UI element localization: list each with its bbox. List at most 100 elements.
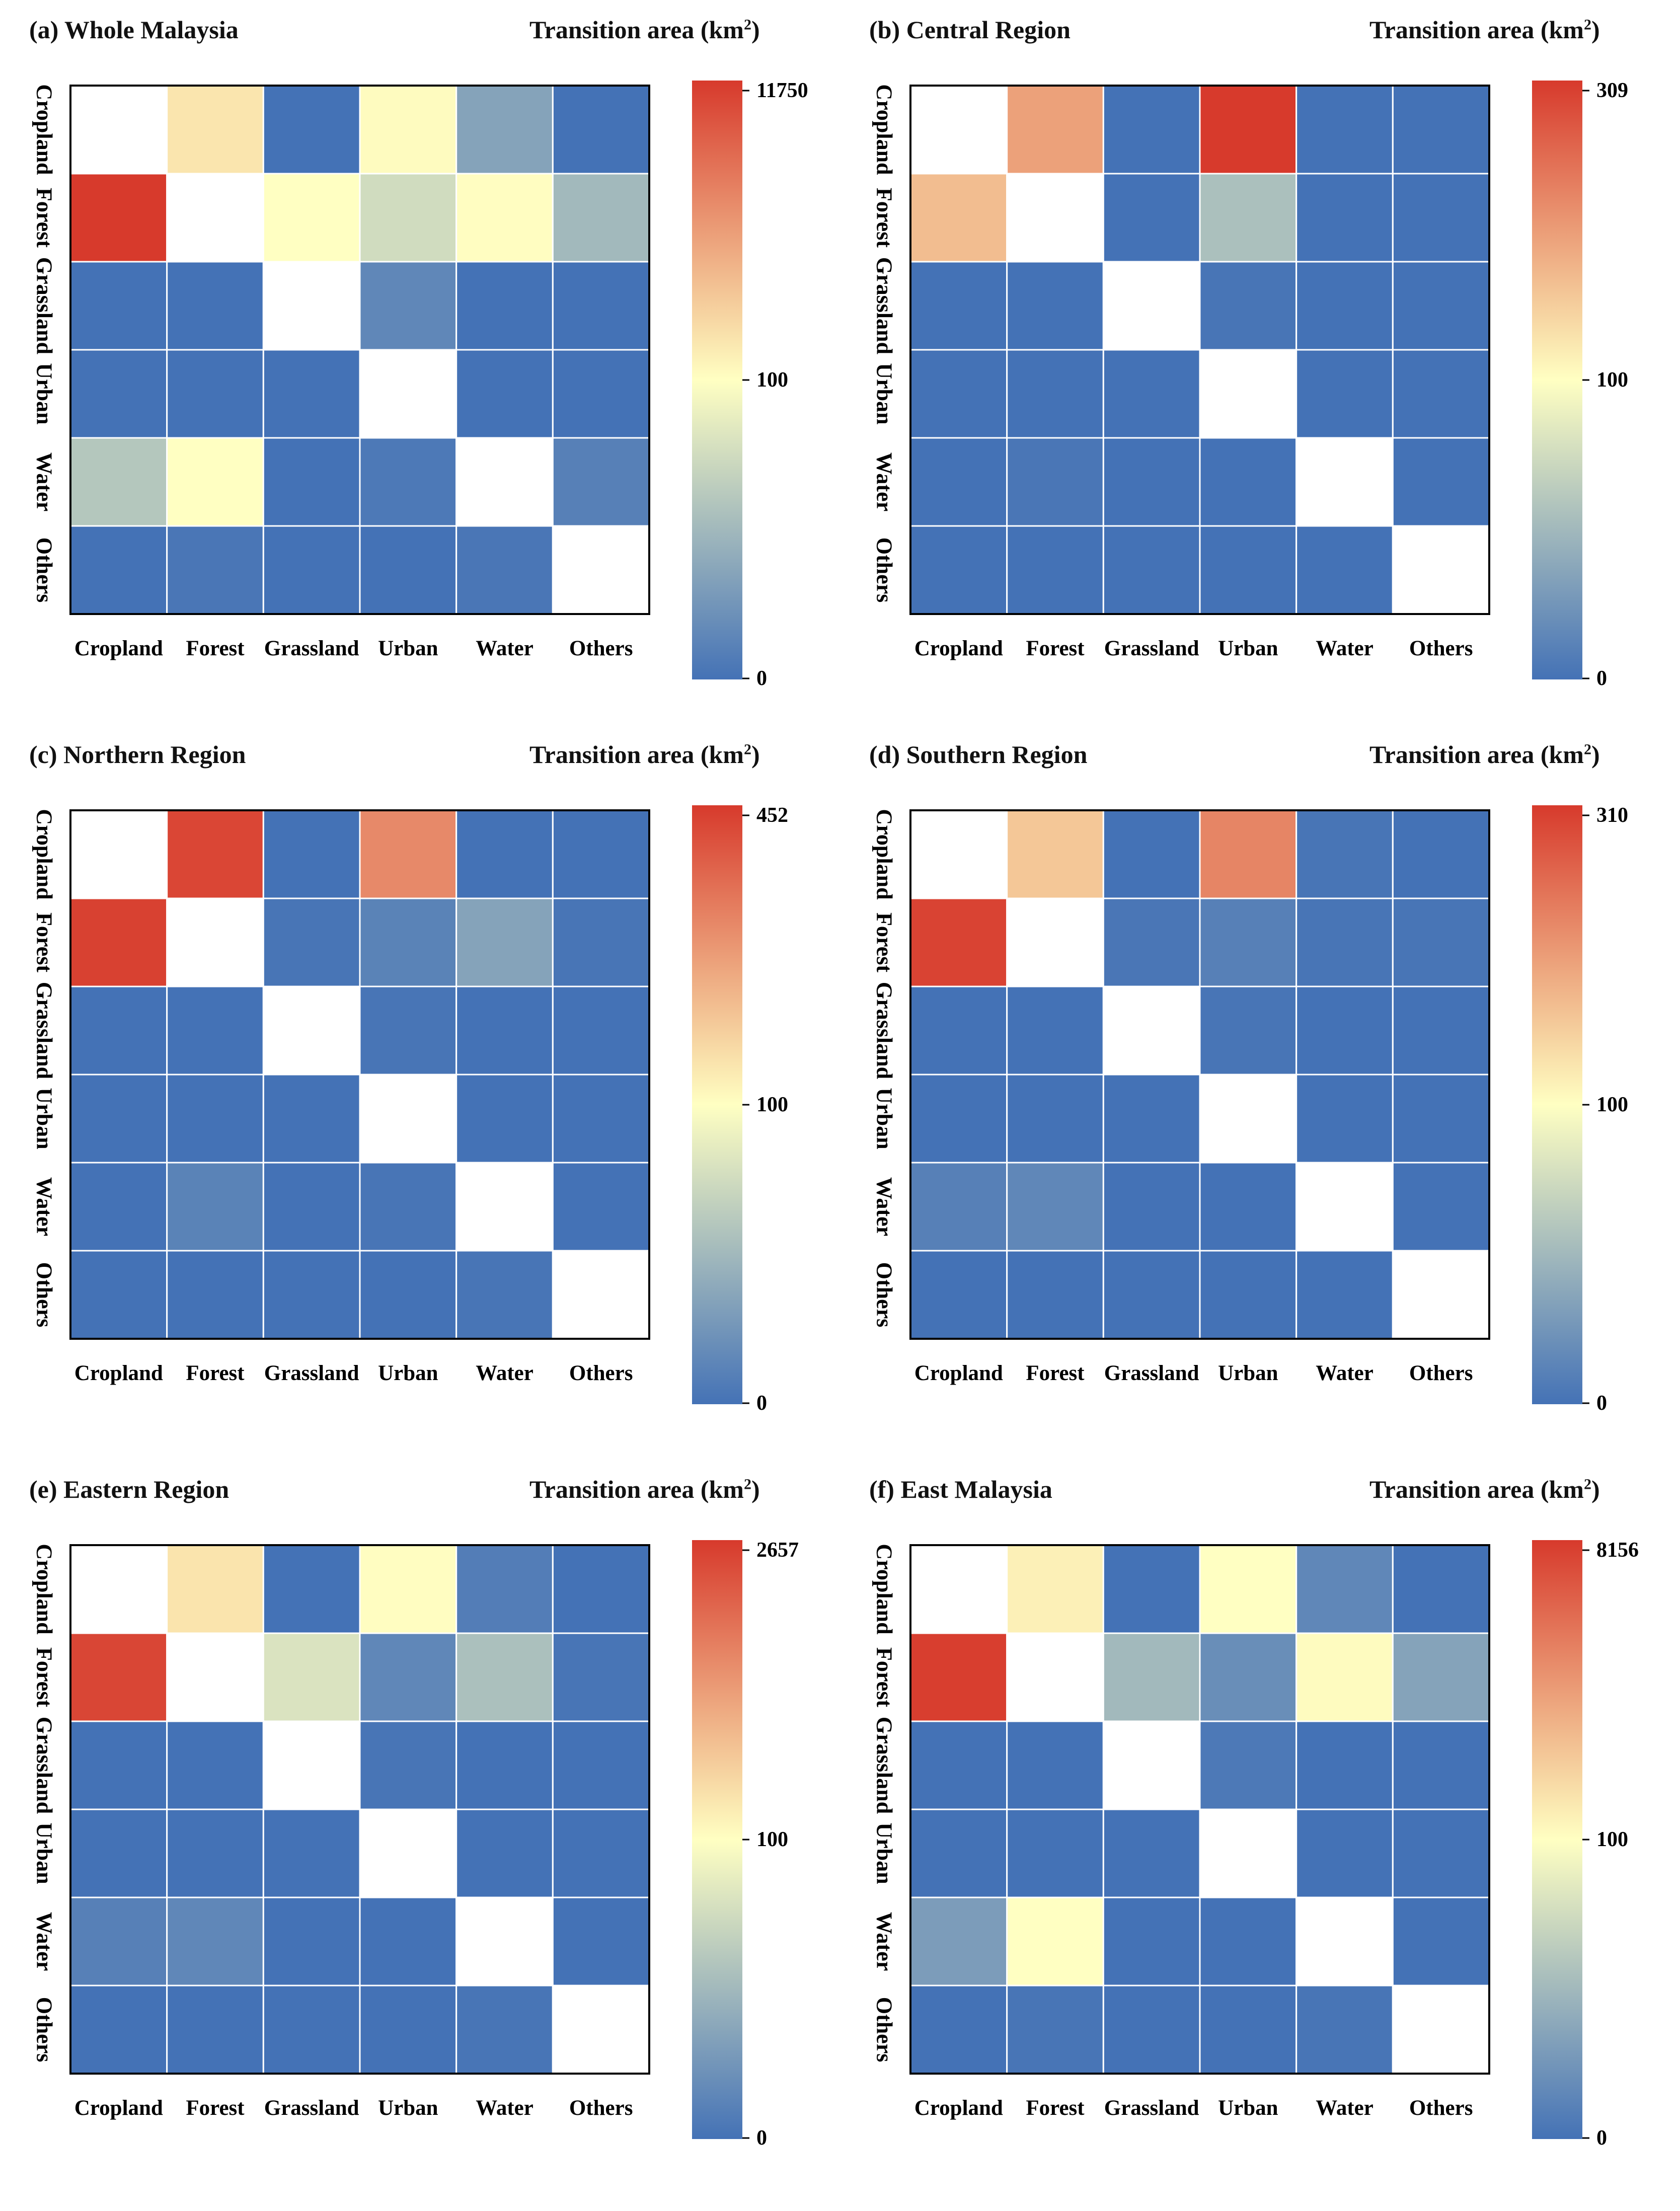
x-tick-label: Grassland bbox=[264, 1361, 359, 1385]
heatmap-cell-cropland-to-others bbox=[552, 1544, 650, 1634]
heatmap-cell-grassland-to-water bbox=[1295, 985, 1394, 1076]
x-tick-label: Urban bbox=[378, 2096, 438, 2120]
y-tick-label: Others bbox=[872, 538, 897, 603]
heatmap-cell-urban-to-others bbox=[552, 1074, 650, 1164]
heatmap-cell-forest-to-water bbox=[1295, 897, 1394, 987]
y-tick-label: Cropland bbox=[32, 84, 57, 175]
heatmap-cell-others-to-others bbox=[1392, 525, 1490, 615]
y-tick-label: Grassland bbox=[872, 1717, 897, 1814]
heatmap-cell-water-to-cropland bbox=[909, 1162, 1008, 1252]
heatmap-cell-others-to-cropland bbox=[69, 1985, 168, 2075]
heatmap-frame bbox=[909, 1544, 1490, 2075]
y-tick-label: Water bbox=[872, 1177, 897, 1236]
heatmap: Cropland Forest Grassland Urban Water Others C… bbox=[32, 1544, 650, 2120]
heatmap-cell-forest-to-water bbox=[455, 897, 554, 987]
heatmap-cell-water-to-water bbox=[1295, 1162, 1394, 1252]
heatmap-cell-forest-to-cropland bbox=[69, 173, 168, 263]
heatmap-cell-forest-to-urban bbox=[1199, 897, 1297, 987]
heatmap-cell-others-to-urban bbox=[359, 1250, 457, 1340]
heatmap-cell-cropland-to-others bbox=[552, 85, 650, 175]
x-tick-label: Others bbox=[1409, 1361, 1473, 1385]
heatmap-cell-forest-to-forest bbox=[1006, 897, 1104, 987]
heatmap-cell-grassland-to-forest bbox=[166, 261, 264, 351]
heatmap-cell-cropland-to-cropland bbox=[69, 809, 168, 899]
colorbar-tick-label: 0 bbox=[1596, 1392, 1607, 1415]
heatmap-cell-forest-to-urban bbox=[359, 897, 457, 987]
heatmap-cell-urban-to-forest bbox=[1006, 349, 1104, 439]
heatmap-cell-others-to-grassland bbox=[262, 1250, 361, 1340]
x-tick-label: Cropland bbox=[914, 2096, 1003, 2120]
x-tick-label: Forest bbox=[186, 2096, 245, 2120]
x-tick-label: Others bbox=[569, 1361, 633, 1385]
heatmap-cell-forest-to-cropland bbox=[909, 173, 1008, 263]
y-tick-label: Grassland bbox=[32, 257, 57, 354]
panel-title: (b) Central Region bbox=[869, 16, 1071, 44]
heatmap-cell-others-to-urban bbox=[1199, 1985, 1297, 2075]
heatmap-cell-grassland-to-water bbox=[455, 1720, 554, 1810]
heatmap-cell-grassland-to-urban bbox=[1199, 261, 1297, 351]
colorbar-tick-label: 100 bbox=[756, 1828, 788, 1851]
heatmap-cell-cropland-to-urban bbox=[1199, 85, 1297, 175]
legend-unit-exponent: 2 bbox=[743, 1476, 751, 1493]
colorbar-tick-label: 0 bbox=[1596, 2126, 1607, 2150]
panel-whole-malaysia: (a) Whole Malaysia Transition area (km2)… bbox=[0, 0, 840, 737]
legend-title-close: ) bbox=[1591, 1475, 1600, 1503]
heatmap-cell-water-to-urban bbox=[359, 1162, 457, 1252]
legend-title-text: Transition area (km bbox=[529, 16, 744, 44]
panel-title: (a) Whole Malaysia bbox=[29, 16, 239, 44]
heatmap-cell-water-to-water bbox=[1295, 1896, 1394, 1987]
x-tick-label: Grassland bbox=[264, 637, 359, 660]
heatmap: Cropland Forest Grassland Urban Water Others C… bbox=[872, 809, 1490, 1385]
heatmap-cell-others-to-water bbox=[455, 1985, 554, 2075]
colorbar-gradient bbox=[692, 1540, 742, 2139]
colorbar-gradient bbox=[692, 805, 742, 1404]
heatmap-cell-others-to-cropland bbox=[909, 1250, 1008, 1340]
heatmap-cell-urban-to-others bbox=[1392, 1074, 1490, 1164]
heatmap-cell-grassland-to-others bbox=[552, 261, 650, 351]
heatmap-cell-urban-to-grassland bbox=[262, 1074, 361, 1164]
legend-title: Transition area (km2) bbox=[1369, 15, 1600, 44]
heatmap: Cropland Forest Grassland Urban Water Others C… bbox=[872, 84, 1490, 660]
y-tick-label: Others bbox=[872, 1997, 897, 2063]
heatmap-cell-forest-to-forest bbox=[166, 173, 264, 263]
heatmap-cell-others-to-water bbox=[455, 1250, 554, 1340]
panel-title: (e) Eastern Region bbox=[29, 1475, 230, 1503]
heatmap-cell-grassland-to-cropland bbox=[909, 985, 1008, 1076]
panel-central-region: (b) Central Region Transition area (km2)… bbox=[840, 0, 1680, 737]
heatmap-cell-urban-to-urban bbox=[359, 1074, 457, 1164]
y-tick-label: Forest bbox=[32, 912, 57, 972]
heatmap-cell-water-to-forest bbox=[1006, 1162, 1104, 1252]
y-tick-label: Grassland bbox=[32, 1717, 57, 1814]
heatmap-cell-forest-to-cropland bbox=[69, 897, 168, 987]
legend-title-close: ) bbox=[1591, 16, 1600, 44]
heatmap-cell-forest-to-cropland bbox=[69, 1632, 168, 1722]
colorbar-tick-label: 100 bbox=[1596, 1828, 1628, 1851]
heatmap-cell-urban-to-cropland bbox=[69, 1074, 168, 1164]
heatmap-cell-urban-to-water bbox=[455, 1808, 554, 1898]
y-tick-label: Water bbox=[32, 1912, 57, 1971]
y-tick-label: Urban bbox=[32, 363, 57, 424]
heatmap-cell-others-to-cropland bbox=[69, 1250, 168, 1340]
heatmap-cell-grassland-to-others bbox=[1392, 1720, 1490, 1810]
heatmap-cell-others-to-water bbox=[1295, 525, 1394, 615]
heatmap-cell-water-to-water bbox=[455, 1896, 554, 1987]
heatmap-cell-grassland-to-urban bbox=[1199, 1720, 1297, 1810]
heatmap-cell-cropland-to-forest bbox=[166, 809, 264, 899]
heatmap-cell-urban-to-cropland bbox=[69, 1808, 168, 1898]
heatmap-cell-others-to-grassland bbox=[1102, 525, 1201, 615]
colorbar-tick-label: 0 bbox=[756, 2126, 767, 2150]
heatmap-cell-water-to-cropland bbox=[909, 1896, 1008, 1987]
heatmap-cell-urban-to-forest bbox=[166, 1074, 264, 1164]
panel-east-malaysia: (f) East Malaysia Transition area (km2) … bbox=[840, 1460, 1680, 2196]
heatmap-cell-water-to-others bbox=[552, 1896, 650, 1987]
heatmap-cell-grassland-to-forest bbox=[1006, 1720, 1104, 1810]
heatmap-frame bbox=[909, 85, 1490, 615]
heatmap-cell-forest-to-forest bbox=[1006, 173, 1104, 263]
y-tick-label: Urban bbox=[872, 1088, 897, 1149]
colorbar: 309 100 0 bbox=[1532, 79, 1628, 690]
heatmap-cell-urban-to-cropland bbox=[909, 1074, 1008, 1164]
heatmap-cell-grassland-to-urban bbox=[359, 261, 457, 351]
x-tick-label: Forest bbox=[1026, 637, 1085, 660]
heatmap-cell-others-to-urban bbox=[359, 1985, 457, 2075]
heatmap-frame bbox=[909, 809, 1490, 1340]
